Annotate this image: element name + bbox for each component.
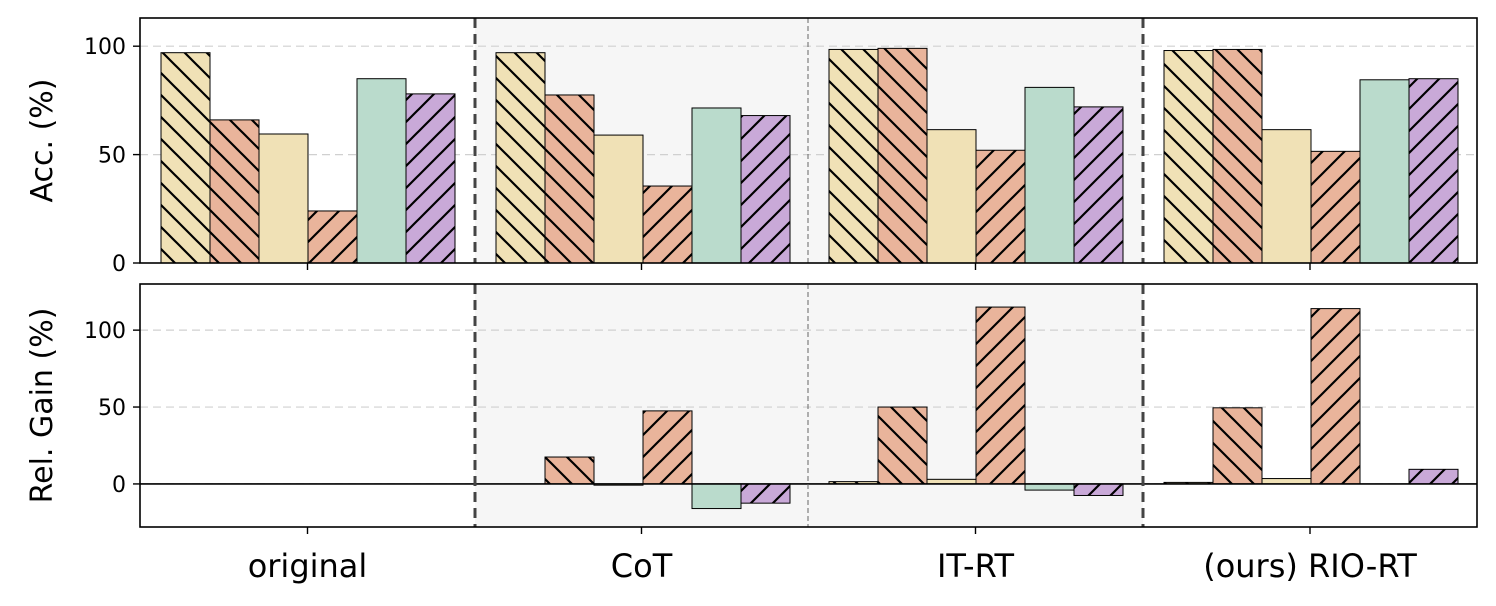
- y-axis-label: Rel. Gain (%): [25, 308, 60, 504]
- bar-hatch: [1213, 407, 1262, 484]
- bar-hatch: [976, 150, 1025, 263]
- y-axis-label: Acc. (%): [25, 79, 60, 203]
- bar-hatch: [406, 93, 455, 264]
- y-tick-label: 50: [98, 144, 126, 169]
- bar-hatch: [210, 119, 259, 264]
- bar-hatch: [1311, 151, 1360, 263]
- y-tick-label: 0: [112, 252, 126, 277]
- plot-frame: [139, 17, 1478, 264]
- bar-it-rt-5: [1024, 86, 1075, 264]
- bar-hatch: [643, 410, 692, 484]
- bar-hatch: [1213, 49, 1262, 264]
- x-axis-group-labels: original CoT IT-RT (ours) RIO-RT: [248, 547, 1418, 585]
- x-group-label: CoT: [611, 547, 673, 585]
- bar-hatch: [308, 210, 357, 263]
- plot-frame: [139, 283, 1478, 528]
- y-tick-label: 0: [112, 473, 126, 498]
- bar-hatch: [741, 483, 790, 504]
- bar--ours-rio-rt-3: [1261, 478, 1312, 485]
- bar-hatch: [741, 115, 790, 263]
- bar-hatch: [545, 94, 594, 263]
- bar-hatch: [976, 307, 1025, 484]
- accuracy-panel: 0 50 100 Acc. (%): [25, 17, 1478, 277]
- bar-it-rt-3: [926, 129, 977, 264]
- relative-gain-panel: 0 50 100 Rel. Gain (%): [25, 283, 1478, 534]
- bar-hatch: [1409, 469, 1458, 484]
- bar-hatch: [643, 186, 692, 263]
- bar-hatch: [1074, 106, 1123, 264]
- bar-hatch: [1074, 483, 1123, 496]
- bar-cot-5: [691, 483, 742, 510]
- bar-hatch: [1311, 308, 1360, 484]
- x-group-label: (ours) RIO-RT: [1203, 547, 1417, 585]
- x-group-label: IT-RT: [937, 547, 1015, 585]
- bar-hatch: [496, 52, 545, 264]
- bar-hatch: [878, 407, 927, 484]
- bar-original-5: [356, 78, 407, 264]
- bar-cot-3: [593, 134, 644, 264]
- x-group-label: original: [248, 547, 368, 585]
- bar-hatch: [1164, 50, 1213, 263]
- bar-hatch: [1409, 78, 1458, 263]
- bar-hatch: [829, 481, 878, 484]
- bar-hatch: [829, 49, 878, 264]
- bar-it-rt-5: [1024, 483, 1075, 491]
- bar-hatch: [545, 457, 594, 484]
- bar-cot-5: [691, 107, 742, 264]
- bar-original-3: [258, 133, 309, 264]
- y-tick-label: 100: [84, 319, 126, 344]
- y-tick-label: 50: [98, 396, 126, 421]
- bar-hatch: [161, 52, 210, 264]
- bar--ours-rio-rt-5: [1359, 79, 1410, 264]
- bar--ours-rio-rt-3: [1261, 129, 1312, 264]
- bar-hatch: [878, 48, 927, 264]
- y-tick-label: 100: [84, 35, 126, 60]
